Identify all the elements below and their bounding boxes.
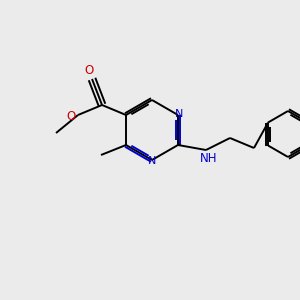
Text: O: O — [66, 110, 76, 124]
Text: N: N — [175, 109, 183, 119]
Text: O: O — [84, 64, 94, 77]
Text: N: N — [148, 156, 156, 166]
Text: NH: NH — [200, 152, 218, 166]
